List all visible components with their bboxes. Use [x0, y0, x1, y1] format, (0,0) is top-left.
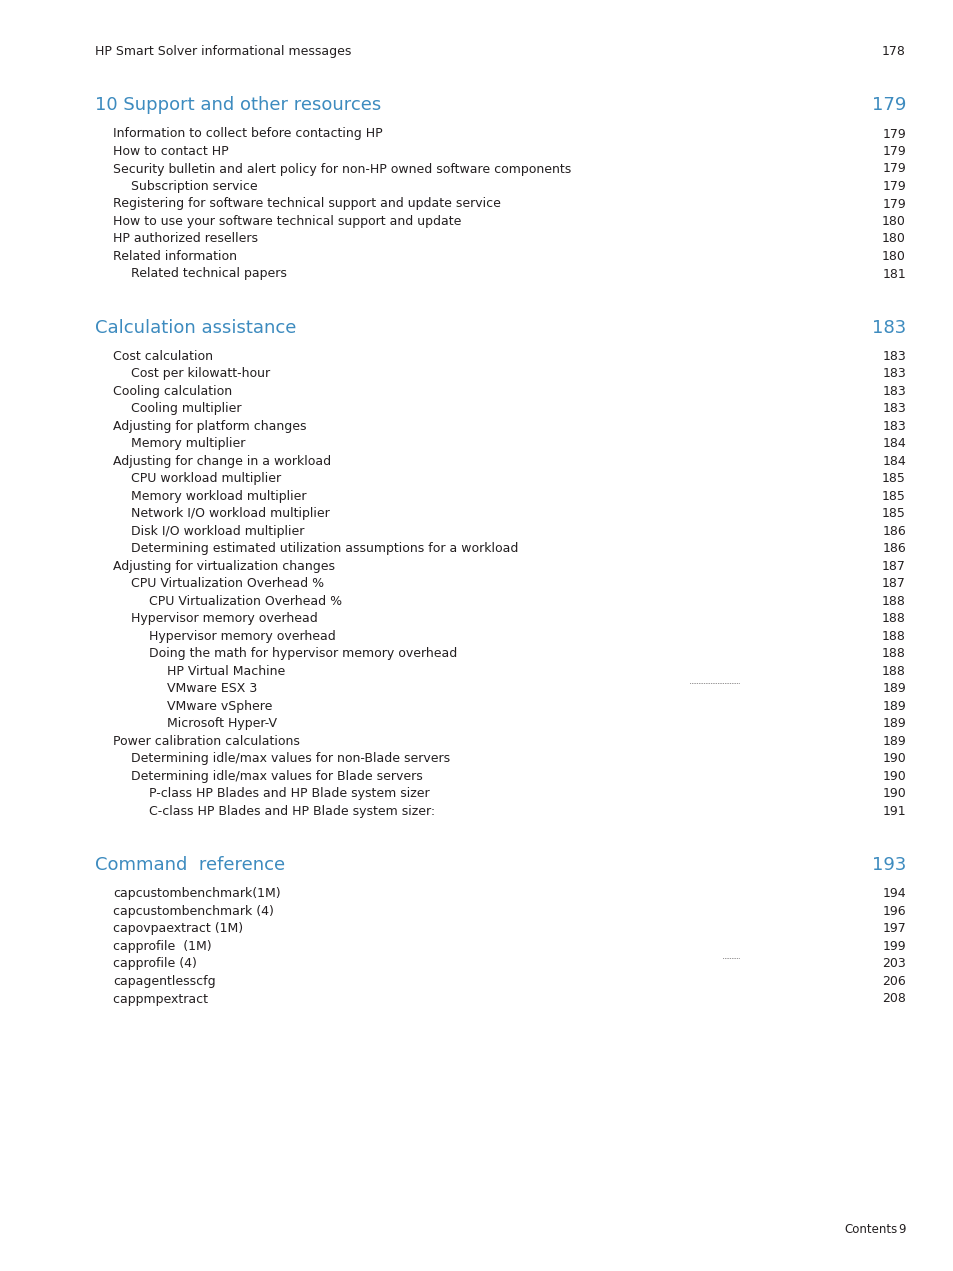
Text: capovpaextract (1M): capovpaextract (1M): [112, 923, 243, 935]
Text: cappmpextract: cappmpextract: [112, 993, 215, 1005]
Text: 181: 181: [882, 267, 905, 281]
Text: Adjusting for change in a workload: Adjusting for change in a workload: [112, 455, 331, 468]
Text: Determining idle/max values for non-Blade servers: Determining idle/max values for non-Blad…: [131, 752, 450, 765]
Text: Power calibration calculations: Power calibration calculations: [112, 735, 299, 749]
Text: C-class HP Blades and HP Blade system sizer:: C-class HP Blades and HP Blade system si…: [149, 805, 435, 819]
Text: Security bulletin and alert policy for non-HP owned software components: Security bulletin and alert policy for n…: [112, 163, 571, 175]
Text: CPU Virtualization Overhead %: CPU Virtualization Overhead %: [149, 595, 342, 608]
Text: 179: 179: [882, 180, 905, 193]
Text: Adjusting for platform changes: Adjusting for platform changes: [112, 419, 306, 433]
Text: capprofile  (1M): capprofile (1M): [112, 941, 212, 953]
Text: 179: 179: [882, 163, 905, 175]
Text: 206: 206: [882, 975, 905, 988]
Text: Cooling multiplier: Cooling multiplier: [131, 403, 245, 416]
Text: 184: 184: [882, 437, 905, 450]
Text: 186: 186: [882, 543, 905, 555]
Text: Registering for software technical support and update service: Registering for software technical suppo…: [112, 197, 500, 211]
Text: 187: 187: [882, 561, 905, 573]
Text: 183: 183: [871, 319, 905, 337]
Text: 179: 179: [882, 197, 905, 211]
Text: Contents: Contents: [843, 1223, 897, 1235]
Text: HP Virtual Machine: HP Virtual Machine: [167, 665, 285, 677]
Text: 10 Support and other resources: 10 Support and other resources: [95, 97, 381, 114]
Text: capcustombenchmark (4): capcustombenchmark (4): [112, 905, 274, 918]
Text: 179: 179: [882, 127, 905, 141]
Text: 190: 190: [882, 770, 905, 783]
Text: 191: 191: [882, 805, 905, 819]
Text: 179: 179: [882, 145, 905, 158]
Text: HP Smart Solver informational messages: HP Smart Solver informational messages: [95, 44, 351, 58]
Text: Cost per kilowatt-hour: Cost per kilowatt-hour: [131, 367, 270, 380]
Text: capcustombenchmark(1M): capcustombenchmark(1M): [112, 887, 280, 900]
Text: 203: 203: [882, 957, 905, 971]
Text: 185: 185: [882, 507, 905, 521]
Text: HP authorized resellers: HP authorized resellers: [112, 233, 257, 245]
Text: 180: 180: [882, 215, 905, 228]
Text: Microsoft Hyper-V: Microsoft Hyper-V: [167, 718, 276, 731]
Text: capagentlesscfg: capagentlesscfg: [112, 975, 215, 988]
Text: Related technical papers: Related technical papers: [131, 267, 287, 281]
Text: 185: 185: [882, 491, 905, 503]
Text: 183: 183: [882, 350, 905, 364]
Text: 186: 186: [882, 525, 905, 538]
Text: Disk I/O workload multiplier: Disk I/O workload multiplier: [131, 525, 304, 538]
Text: Memory workload multiplier: Memory workload multiplier: [131, 491, 306, 503]
Text: How to contact HP: How to contact HP: [112, 145, 229, 158]
Text: Calculation assistance: Calculation assistance: [95, 319, 296, 337]
Text: 190: 190: [882, 788, 905, 801]
Text: 188: 188: [882, 647, 905, 661]
Text: 179: 179: [871, 97, 905, 114]
Text: 9: 9: [898, 1223, 905, 1235]
Text: 183: 183: [882, 419, 905, 433]
Text: Cooling calculation: Cooling calculation: [112, 385, 232, 398]
Text: 183: 183: [882, 403, 905, 416]
Text: Subscription service: Subscription service: [131, 180, 257, 193]
Text: Information to collect before contacting HP: Information to collect before contacting…: [112, 127, 382, 141]
Text: 190: 190: [882, 752, 905, 765]
Text: 178: 178: [882, 44, 905, 58]
Text: Related information: Related information: [112, 250, 236, 263]
Text: Cost calculation: Cost calculation: [112, 350, 213, 364]
Text: Determining estimated utilization assumptions for a workload: Determining estimated utilization assump…: [131, 543, 517, 555]
Text: 199: 199: [882, 941, 905, 953]
Text: 188: 188: [882, 630, 905, 643]
Text: Memory multiplier: Memory multiplier: [131, 437, 245, 450]
Text: 194: 194: [882, 887, 905, 900]
Text: Determining idle/max values for Blade servers: Determining idle/max values for Blade se…: [131, 770, 422, 783]
Text: P-class HP Blades and HP Blade system sizer: P-class HP Blades and HP Blade system si…: [149, 788, 429, 801]
Text: 185: 185: [882, 473, 905, 486]
Text: 180: 180: [882, 233, 905, 245]
Text: 189: 189: [882, 735, 905, 749]
Text: capprofile (4): capprofile (4): [112, 957, 196, 971]
Text: 189: 189: [882, 700, 905, 713]
Text: CPU Virtualization Overhead %: CPU Virtualization Overhead %: [131, 577, 324, 591]
Text: 188: 188: [882, 595, 905, 608]
Text: How to use your software technical support and update: How to use your software technical suppo…: [112, 215, 461, 228]
Text: 188: 188: [882, 665, 905, 677]
Text: 189: 189: [882, 683, 905, 695]
Text: 188: 188: [882, 613, 905, 625]
Text: Doing the math for hypervisor memory overhead: Doing the math for hypervisor memory ove…: [149, 647, 456, 661]
Text: 197: 197: [882, 923, 905, 935]
Text: 183: 183: [882, 367, 905, 380]
Text: VMware ESX 3: VMware ESX 3: [167, 683, 257, 695]
Text: Adjusting for virtualization changes: Adjusting for virtualization changes: [112, 561, 335, 573]
Text: 183: 183: [882, 385, 905, 398]
Text: 180: 180: [882, 250, 905, 263]
Text: Hypervisor memory overhead: Hypervisor memory overhead: [149, 630, 335, 643]
Text: CPU workload multiplier: CPU workload multiplier: [131, 473, 281, 486]
Text: 208: 208: [882, 993, 905, 1005]
Text: Network I/O workload multiplier: Network I/O workload multiplier: [131, 507, 330, 521]
Text: 189: 189: [882, 718, 905, 731]
Text: 184: 184: [882, 455, 905, 468]
Text: 196: 196: [882, 905, 905, 918]
Text: VMware vSphere: VMware vSphere: [167, 700, 273, 713]
Text: Hypervisor memory overhead: Hypervisor memory overhead: [131, 613, 317, 625]
Text: Command  reference: Command reference: [95, 857, 285, 874]
Text: 193: 193: [871, 857, 905, 874]
Text: 187: 187: [882, 577, 905, 591]
